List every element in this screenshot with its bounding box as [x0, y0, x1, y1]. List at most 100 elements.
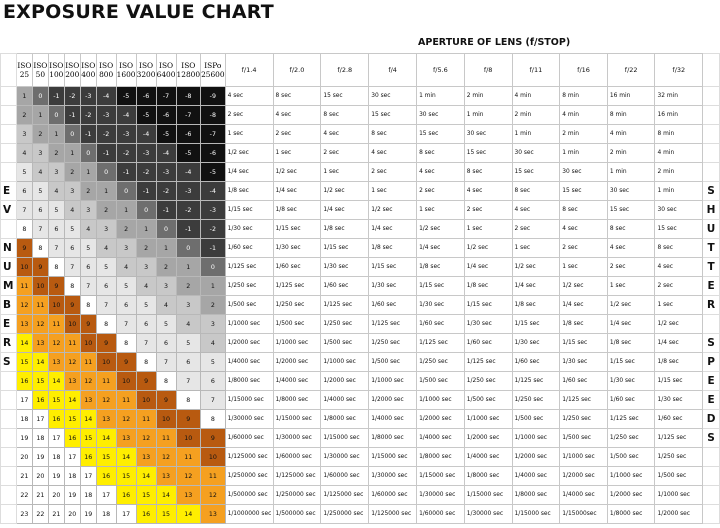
shutter-cell: 1/4 sec — [368, 219, 418, 239]
shutter-cell: 1/30 sec — [463, 314, 513, 334]
shutter-cell: 8 min — [606, 105, 656, 125]
shutter-cell: 1/30000 sec — [416, 485, 465, 505]
shutter-cell: 30 sec — [368, 86, 418, 106]
ev-cell: 5 — [47, 200, 65, 220]
ev-cell: 8 — [15, 219, 33, 239]
shutter-cell: 1/500 sec — [416, 371, 465, 391]
shutter-cell: 1/15 sec — [654, 371, 704, 391]
ev-cell: 7 — [79, 276, 97, 296]
row-letter-left — [0, 504, 17, 524]
fstop-header: f/5.6 — [416, 53, 465, 87]
ev-cell: 0 — [79, 143, 97, 163]
shutter-cell: 8 sec — [463, 162, 513, 182]
iso-value: 25 — [19, 70, 30, 79]
ev-cell: 10 — [95, 352, 117, 372]
ev-cell: 4 — [155, 295, 177, 315]
ev-cell: 15 — [63, 409, 81, 429]
ev-cell: 13 — [95, 409, 117, 429]
shutter-cell: 1/2 sec — [320, 181, 370, 201]
ev-cell: -1 — [47, 86, 65, 106]
shutter-cell: 1/8000 sec — [272, 390, 322, 410]
ev-cell: 9 — [31, 257, 49, 277]
ev-cell: -2 — [200, 219, 226, 239]
ev-cell: 15 — [95, 447, 117, 467]
iso-header: ISO 400 — [79, 53, 97, 87]
shutter-cell: 1/60 sec — [224, 238, 274, 258]
ev-cell: 17 — [115, 504, 137, 524]
shutter-cell: 2 sec — [224, 105, 274, 125]
shutter-cell: 1 sec — [559, 257, 608, 277]
shutter-cell: 4 sec — [224, 86, 274, 106]
row-letter-right: U — [702, 219, 720, 239]
ev-cell: 2 — [155, 257, 177, 277]
shutter-cell: 1/500 sec — [654, 466, 704, 486]
shutter-cell: 1/1000 sec — [368, 371, 418, 391]
ev-cell: 23 — [15, 504, 33, 524]
ev-cell: -6 — [155, 105, 177, 125]
ev-cell: 3 — [15, 124, 33, 144]
shutter-cell: 1/500 sec — [368, 352, 418, 372]
ev-row: 20 19 18 17 16 15 14 13 12 11 10 1/125000 sec 1/6000… — [0, 447, 720, 467]
iso-label: ISO — [181, 61, 196, 70]
row-letter-right: T — [702, 257, 720, 277]
ev-cell: 22 — [15, 485, 33, 505]
ev-cell: -6 — [200, 143, 226, 163]
ev-cell: 4 — [31, 162, 49, 182]
ev-cell: 14 — [15, 333, 33, 353]
shutter-cell: 32 min — [654, 86, 704, 106]
ev-cell: 15 — [79, 428, 97, 448]
shutter-cell: 1/1000 sec — [511, 428, 561, 448]
ev-cell: 3 — [115, 238, 137, 258]
ev-cell: 0 — [155, 219, 177, 239]
shutter-cell: 15 sec — [368, 105, 418, 125]
ev-cell: 18 — [47, 447, 65, 467]
ev-cell: 1 — [15, 86, 33, 106]
ev-cell: 17 — [63, 447, 81, 467]
shutter-cell: 1/30000 sec — [368, 466, 418, 486]
ev-cell: 9 — [155, 390, 177, 410]
ev-cell: 12 — [155, 447, 177, 467]
row-letter-right: S — [702, 333, 720, 353]
shutter-cell: 8 min — [654, 124, 704, 144]
iso-header: ISO 1600 — [115, 53, 137, 87]
ev-cell: -2 — [95, 124, 117, 144]
shutter-cell: 1/4000 sec — [368, 409, 418, 429]
shutter-cell: 1/2000 sec — [272, 352, 322, 372]
shutter-cell: 1/30 sec — [654, 390, 704, 410]
ev-cell: 5 — [200, 352, 226, 372]
shutter-cell: 1/15 sec — [606, 352, 656, 372]
ev-row: 8 7 6 5 4 3 2 1 0 -1 -2 1/30 sec 1/15 sec 1/8 sec 1/4 … — [0, 219, 720, 239]
shutter-cell: 8 sec — [654, 238, 704, 258]
row-letter-left — [0, 447, 17, 467]
ev-cell: -1 — [95, 143, 117, 163]
shutter-cell: 1/250000 sec — [224, 466, 274, 486]
shutter-cell: 30 sec — [511, 143, 561, 163]
shutter-cell: 1/1000 sec — [272, 333, 322, 353]
shutter-cell: 1/2 sec — [368, 200, 418, 220]
shutter-cell: 1/2000 sec — [368, 390, 418, 410]
row-letter-right: E — [702, 390, 720, 410]
ev-cell: 5 — [115, 276, 137, 296]
shutter-cell: 2 sec — [606, 257, 656, 277]
shutter-cell: 1/60000 sec — [416, 504, 465, 524]
ev-row: 21 20 19 18 17 16 15 14 13 12 11 1/250000 sec 1/1250… — [0, 466, 720, 486]
ev-cell: 12 — [200, 485, 226, 505]
ev-cell: 17 — [95, 485, 117, 505]
ev-cell: 12 — [175, 466, 202, 486]
ev-cell: -2 — [135, 162, 157, 182]
shutter-cell: 1/125 sec — [224, 257, 274, 277]
ev-cell: 17 — [15, 390, 33, 410]
shutter-cell: 1/125 sec — [511, 371, 561, 391]
row-letter-left — [0, 219, 17, 239]
ev-cell: 16 — [95, 466, 117, 486]
ev-cell: 10 — [155, 409, 177, 429]
shutter-cell: 1/60 sec — [320, 276, 370, 296]
ev-cell: 13 — [63, 371, 81, 391]
iso-label: ISO — [17, 61, 32, 70]
shutter-cell: 1/2000 sec — [416, 409, 465, 429]
ev-cell: -2 — [79, 105, 97, 125]
ev-cell: 4 — [175, 314, 202, 334]
shutter-cell: 2 sec — [463, 200, 513, 220]
ev-cell: 20 — [63, 504, 81, 524]
shutter-cell: 1/500 sec — [224, 295, 274, 315]
